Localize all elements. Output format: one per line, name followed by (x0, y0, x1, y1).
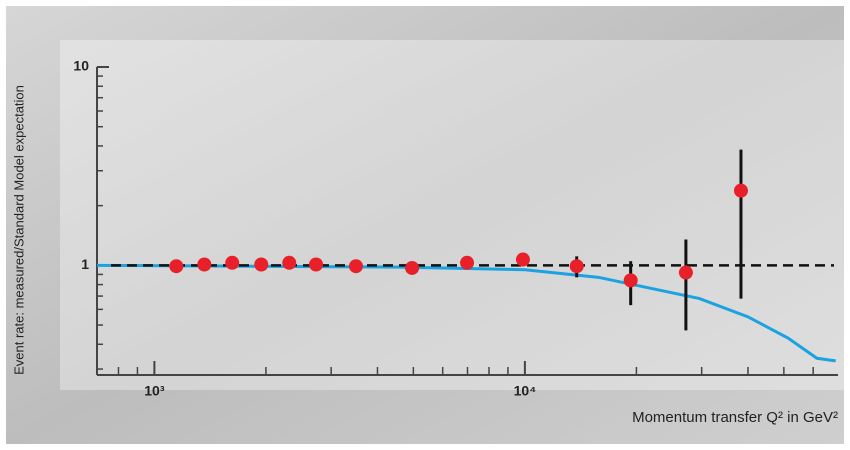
photo-bg (6, 6, 844, 444)
data-point (569, 259, 584, 274)
x-tick-label: 10⁴ (514, 383, 537, 399)
data-point (197, 257, 212, 272)
y-tick-label: 1 (81, 256, 89, 272)
data-point (309, 257, 324, 272)
data-point (348, 259, 363, 274)
data-point (405, 260, 420, 275)
data-point (678, 265, 693, 280)
y-tick-label: 10 (73, 58, 89, 74)
data-point (254, 257, 269, 272)
plot-bg (60, 40, 850, 390)
prediction-curve (96, 263, 836, 363)
x-axis-label: Momentum transfer Q² in GeV² (632, 409, 838, 426)
data-point (460, 255, 475, 270)
data-point (225, 255, 240, 270)
data-point (282, 255, 297, 270)
y-axis-label: Event rate: measured/Standard Model expe… (11, 85, 26, 375)
x-tick-label: 10³ (144, 383, 165, 399)
data-point (733, 183, 748, 198)
data-point (169, 259, 184, 274)
data-point (515, 252, 530, 267)
data-point (623, 273, 638, 288)
